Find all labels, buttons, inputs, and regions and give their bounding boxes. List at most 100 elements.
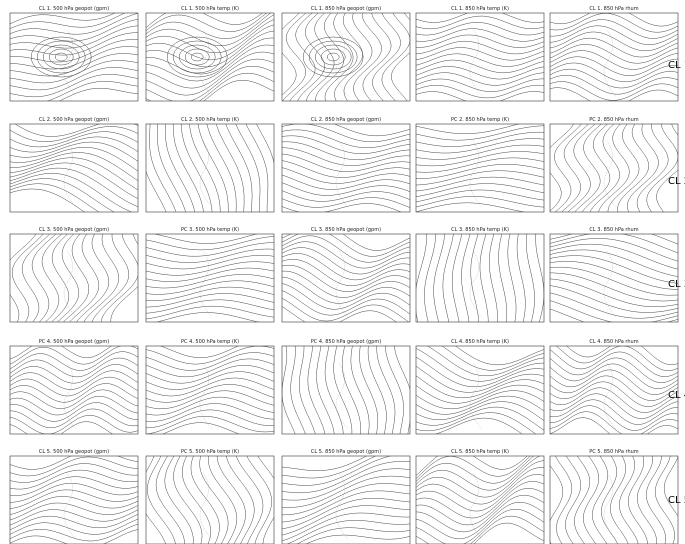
- contour-line: [499, 234, 507, 322]
- contour-line: [550, 418, 678, 443]
- contour-line: [344, 13, 372, 101]
- contour-line: [149, 124, 176, 212]
- contour-line: [165, 456, 194, 544]
- contour-line: [416, 376, 544, 398]
- contour-line: [10, 364, 138, 383]
- contour-line: [282, 236, 410, 262]
- contour-line: [10, 477, 138, 496]
- contour-line: [550, 309, 678, 330]
- plot-frame: [550, 456, 678, 544]
- panel-title: CL 2. 500 hPa temp (K): [181, 117, 239, 123]
- contour-line: [583, 456, 598, 544]
- contours: [139, 456, 281, 544]
- contour-line: [208, 456, 236, 544]
- contours: [276, 13, 420, 101]
- contour-line: [226, 124, 252, 212]
- contour-line: [416, 196, 544, 207]
- contour-line: [10, 158, 138, 190]
- contour-panel: [550, 227, 678, 330]
- contour-line: [550, 238, 678, 261]
- contour-line: [10, 88, 138, 111]
- contour-panel: [139, 456, 281, 544]
- contour-line: [146, 391, 274, 409]
- contour-line: [258, 456, 281, 544]
- contour-panel: [282, 346, 412, 434]
- contour-panel: [10, 121, 138, 232]
- plot-frame: [416, 346, 544, 434]
- contours: [550, 334, 678, 443]
- contour-panel: [142, 124, 276, 212]
- contour-line: [568, 124, 595, 212]
- contour-line: [415, 234, 427, 322]
- panel-title: CL 5. 850 hPa temp (K): [451, 449, 509, 455]
- coastline: [604, 364, 616, 429]
- contour-line: [368, 346, 386, 434]
- panel-title: PC 5. 500 hPa temp (K): [181, 449, 239, 455]
- contour-panel: [550, 334, 678, 443]
- contour-line: [290, 13, 315, 101]
- contour-panel: [2, 234, 149, 322]
- contour-line: [282, 183, 410, 196]
- contour-line: [416, 481, 544, 518]
- contour-line: [416, 509, 544, 544]
- contour-line: [416, 495, 544, 532]
- contour-panel: [550, 7, 678, 106]
- contour-line: [550, 273, 678, 301]
- panel-title: PC 4. 500 hPa geopot (gpm): [39, 339, 109, 345]
- contour-line: [306, 13, 334, 101]
- contour-line: [282, 506, 410, 535]
- panel-title: CL 2. 850 hPa geopot (gpm): [311, 117, 381, 123]
- contour-line: [22, 234, 50, 322]
- contours: [10, 2, 138, 111]
- panel-title: CL 1. 850 hPa geopot (gpm): [311, 6, 381, 12]
- contours: [146, 340, 274, 440]
- contour-panel: [146, 4, 274, 116]
- contour-line: [416, 132, 544, 146]
- contour-line: [10, 26, 138, 48]
- contour-line: [101, 234, 139, 322]
- contour-line: [317, 346, 335, 434]
- contour-line: [190, 124, 221, 212]
- row-label: CL 5: [668, 495, 685, 506]
- contour-line: [550, 82, 678, 101]
- contour-line: [10, 371, 138, 390]
- contour-line: [416, 516, 544, 544]
- contour-line: [146, 313, 274, 325]
- contour-line: [550, 233, 678, 253]
- contour-ring: [303, 37, 363, 77]
- plot-frame: [10, 124, 138, 212]
- contours: [545, 456, 684, 544]
- contour-panel: [10, 2, 138, 111]
- panel-title: CL 1. 500 hPa geopot (gpm): [39, 6, 109, 12]
- contour-line: [216, 124, 244, 212]
- contour-line: [10, 153, 138, 181]
- contour-line: [575, 124, 602, 212]
- contour-line: [282, 520, 410, 544]
- contour-line: [550, 412, 678, 437]
- contour-line: [236, 124, 260, 212]
- contour-line: [70, 234, 99, 322]
- panel-title: PC 4. 850 hPa geopot (gpm): [311, 339, 381, 345]
- plot-frame: [10, 13, 138, 101]
- contour-line: [550, 350, 678, 377]
- contour-line: [550, 57, 678, 76]
- contour-line: [282, 461, 410, 492]
- contour-line: [146, 353, 274, 371]
- contours: [142, 124, 276, 212]
- contour-panel: [146, 231, 274, 325]
- contour-line: [480, 234, 488, 322]
- contour-line: [165, 124, 195, 212]
- contour-line: [146, 423, 274, 440]
- contour-line: [57, 234, 79, 322]
- contours: [416, 327, 544, 449]
- contours: [415, 234, 544, 322]
- contour-line: [416, 454, 544, 490]
- contour-line: [610, 456, 628, 544]
- contours: [146, 231, 274, 325]
- contour-line: [416, 348, 544, 381]
- contour-line: [282, 154, 410, 172]
- contour-line: [10, 470, 138, 489]
- panel-title: PC 4. 500 hPa temp (K): [181, 339, 239, 345]
- figure: CL 1CL 1. 500 hPa geopot (gpm)CL 1. 500 …: [0, 0, 685, 544]
- contour-line: [282, 307, 410, 332]
